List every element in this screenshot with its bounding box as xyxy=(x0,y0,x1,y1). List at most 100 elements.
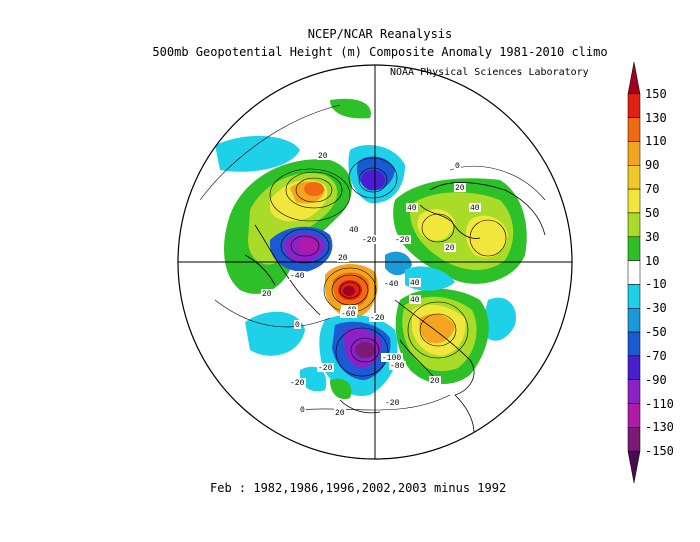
colorbar-bin xyxy=(627,427,641,452)
contour-label-bg xyxy=(409,278,421,287)
contour-label: -20 xyxy=(370,314,385,323)
contour-label: 40 xyxy=(410,296,420,305)
title-line-1: NCEP/NCAR Reanalysis xyxy=(307,27,453,41)
contour-label-bg xyxy=(289,378,306,387)
map-border xyxy=(177,64,573,460)
contour-label-bg xyxy=(261,289,273,298)
anomaly-region xyxy=(361,170,385,190)
colorbar-bin xyxy=(627,188,641,214)
anomaly-region xyxy=(304,182,324,196)
contour-label: 20 xyxy=(430,377,440,386)
colorbar-tick-label: -90 xyxy=(645,372,667,387)
colorbar-bin xyxy=(627,61,641,95)
contour-label: -80 xyxy=(390,362,405,371)
contour-label: 40 xyxy=(470,204,480,213)
contour-label-bg xyxy=(469,203,481,212)
colorbar-tick-label: 30 xyxy=(645,229,660,244)
colorbar-tick-label: -50 xyxy=(645,325,667,340)
contour-label: 20 xyxy=(455,184,465,193)
footer-caption: Feb : 1982,1986,1996,2002,2003 minus 199… xyxy=(210,481,507,495)
contour-label: -20 xyxy=(290,379,305,388)
contour-label: 40 xyxy=(410,279,420,288)
contour-label: -20 xyxy=(395,236,410,245)
contour-label-bg xyxy=(317,363,334,372)
title-line-2: 500mb Geopotential Height (m) Composite … xyxy=(152,45,608,59)
contour-label-bg xyxy=(317,151,329,160)
anomaly-region xyxy=(355,342,375,358)
anomaly-region xyxy=(298,238,318,254)
colorbar-bin xyxy=(627,117,641,142)
contour-label-bg xyxy=(361,235,378,244)
anomaly-region xyxy=(330,378,352,400)
colorbar-bin xyxy=(627,355,641,380)
contour-label: -20 xyxy=(318,364,333,373)
anomaly-region xyxy=(245,311,305,356)
anomaly-region xyxy=(419,313,455,344)
contour-label-bg xyxy=(384,398,401,407)
anomaly-region xyxy=(330,98,371,119)
colorbar-tick-label: -30 xyxy=(645,301,667,316)
contour-label-bg xyxy=(369,313,386,322)
contour-label-bg xyxy=(334,408,346,417)
colorbar-tick-label: -70 xyxy=(645,348,667,363)
colorbar-bin xyxy=(627,236,641,261)
contour-label: 40 xyxy=(349,226,359,235)
colorbar-bin xyxy=(627,331,641,357)
contour-label-bg xyxy=(340,309,357,318)
colorbar-bin xyxy=(627,403,641,428)
contour-label: -100 xyxy=(382,354,401,363)
contour-label: 0 xyxy=(455,162,460,171)
colorbar-tick-label: 10 xyxy=(645,253,660,268)
colorbar-tick-label: -130 xyxy=(645,420,674,435)
colorbar-tick-label: 150 xyxy=(645,86,667,101)
contour-label-bg xyxy=(289,271,306,280)
colorbar-tick-label: 70 xyxy=(645,182,660,197)
colorbar-bin xyxy=(627,307,641,333)
contour-label-bg xyxy=(429,376,441,385)
contour-label: 20 xyxy=(338,254,348,263)
colorbar-tick-label: 50 xyxy=(645,205,660,220)
contour-label-bg xyxy=(294,320,301,329)
contour-label-bg xyxy=(381,353,403,362)
anomaly-region xyxy=(299,366,327,392)
contour-label-bg xyxy=(389,361,406,370)
colorbar-bin xyxy=(627,450,641,484)
contour-label: 0 xyxy=(300,406,305,415)
contour-label-bg xyxy=(348,225,360,234)
anomaly-region xyxy=(465,215,508,258)
anomaly-region xyxy=(417,209,455,241)
colorbar-bin xyxy=(627,165,641,190)
colorbar-bin xyxy=(627,141,641,166)
contour-label: 20 xyxy=(445,244,455,253)
colorbar-bin xyxy=(627,260,641,285)
colorbar-tick-label: -150 xyxy=(645,444,674,459)
contour-label-bg xyxy=(409,295,421,304)
colorbar-tick-label: 110 xyxy=(645,134,667,149)
contour-label-bg xyxy=(444,243,456,252)
colorbar-tick-label: 90 xyxy=(645,158,660,173)
contour-label-bg xyxy=(454,161,461,170)
contour-label-bg xyxy=(383,279,400,288)
contour-label: -20 xyxy=(362,236,377,245)
contour-label: -20 xyxy=(385,399,400,408)
contour-label-bg xyxy=(394,235,411,244)
colorbar-tick-label: -110 xyxy=(645,396,674,411)
anomaly-field xyxy=(199,98,546,451)
anomaly-region xyxy=(480,297,516,341)
contour-label: -40 xyxy=(384,280,399,289)
credit-label: NOAA Physical Sciences Laboratory xyxy=(390,67,589,78)
contour-label: 20 xyxy=(318,152,328,161)
contour-label: 20 xyxy=(262,290,272,299)
contour-label-bg xyxy=(337,253,349,262)
contour-label-bg xyxy=(299,405,306,414)
colorbar-bin xyxy=(627,379,641,404)
contour-label-bg xyxy=(454,183,466,192)
colorbar-tick-label: 130 xyxy=(645,110,667,125)
colorbar-bin xyxy=(627,93,641,118)
contour-label-bg xyxy=(406,203,418,212)
contour-label: 0 xyxy=(295,321,300,330)
anomaly-region xyxy=(215,135,300,172)
